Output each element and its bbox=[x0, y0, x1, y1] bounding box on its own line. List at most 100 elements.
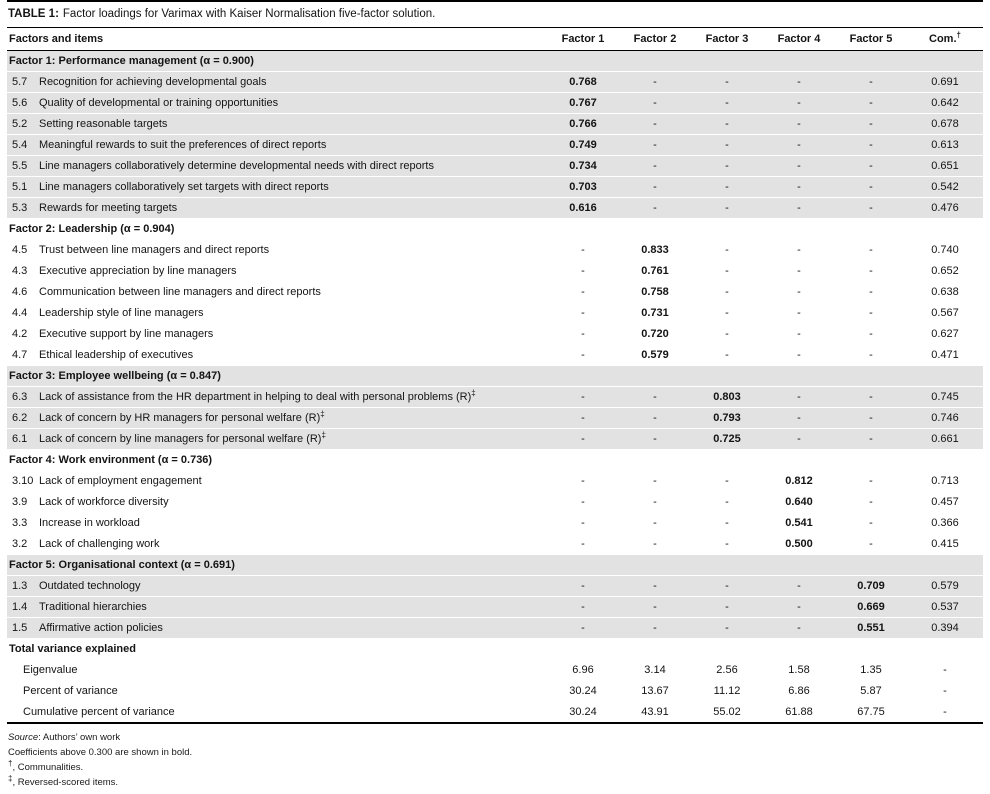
footnote: Coefficients above 0.300 are shown in bo… bbox=[8, 745, 983, 760]
value-cell: - bbox=[653, 160, 657, 172]
item-cell: 4.6 Communication between line managers a… bbox=[7, 282, 547, 303]
value-cell: - bbox=[797, 97, 801, 109]
value-cell: - bbox=[943, 685, 947, 697]
value-cell: 0.749 bbox=[569, 139, 597, 151]
superscript-marker: † bbox=[8, 758, 13, 768]
item-cell: 4.7 Ethical leadership of executives bbox=[7, 345, 547, 366]
item-number: 6.2 bbox=[12, 412, 28, 424]
footnotes: Source: Authors’ own work Coefficients ab… bbox=[7, 724, 983, 790]
variance-row: Percent of variance 30.24 13.67 11.12 6.86 5.… bbox=[7, 681, 983, 702]
item-cell: 5.2 Setting reasonable targets bbox=[7, 114, 547, 135]
item-number: 4.7 bbox=[12, 349, 28, 361]
item-cell: 1.4 Traditional hierarchies bbox=[7, 597, 547, 618]
item-number: 6.3 bbox=[12, 391, 28, 403]
item-cell: 5.6 Quality of developmental or training … bbox=[7, 93, 547, 114]
variance-label: Eigenvalue bbox=[23, 664, 78, 676]
item-row: 5.3 Rewards for meeting targets 0.616 - - - - 0… bbox=[7, 197, 983, 219]
footnote-text: , Reversed-scored items. bbox=[12, 777, 119, 788]
value-cell: - bbox=[869, 202, 873, 214]
value-cell: 6.86 bbox=[788, 685, 810, 697]
value-cell: - bbox=[869, 76, 873, 88]
value-cell: - bbox=[725, 76, 729, 88]
column-header: Factor 5 bbox=[835, 27, 907, 51]
value-cell: 0.691 bbox=[931, 76, 959, 88]
table-header: Factors and items Factor 1 Factor 2 Factor … bbox=[7, 27, 983, 51]
value-cell: 0.793 bbox=[713, 412, 741, 424]
column-header-label: Factor 3 bbox=[705, 33, 749, 45]
item-cell: 6.3 Lack of assistance from the HR depart… bbox=[7, 387, 547, 408]
value-cell: - bbox=[943, 706, 947, 718]
section-header-row: Factor 4: Work environment (α = 0.736) bbox=[7, 450, 983, 471]
superscript-marker: † bbox=[956, 30, 961, 40]
column-header-label: Factor 1 bbox=[561, 33, 605, 45]
value-cell: - bbox=[725, 244, 729, 256]
item-cell: 4.5 Trust between line managers and direc… bbox=[7, 240, 547, 261]
value-cell: - bbox=[581, 391, 585, 403]
value-cell: - bbox=[653, 475, 657, 487]
section-header-row: Factor 1: Performance management (α = 0.… bbox=[7, 50, 983, 72]
item-number: 5.6 bbox=[12, 97, 28, 109]
superscript-marker: ‡ bbox=[471, 388, 476, 398]
item-cell: 3.10 Lack of employment engagement bbox=[7, 471, 547, 492]
item-number: 5.3 bbox=[12, 202, 28, 214]
value-cell: - bbox=[581, 328, 585, 340]
item-number: 5.4 bbox=[12, 139, 28, 151]
value-cell: 0.669 bbox=[857, 601, 885, 613]
item-row: 5.4 Meaningful rewards to suit the prefer… bbox=[7, 134, 983, 156]
item-number: 5.2 bbox=[12, 118, 28, 130]
footnote: Source: Authors’ own work bbox=[8, 730, 983, 745]
column-header: Factors and items bbox=[7, 27, 547, 51]
item-label: Rewards for meeting targets bbox=[39, 202, 178, 214]
value-cell: - bbox=[869, 517, 873, 529]
value-cell: - bbox=[653, 202, 657, 214]
value-cell: 0.613 bbox=[931, 139, 959, 151]
value-cell: - bbox=[797, 139, 801, 151]
value-cell: - bbox=[581, 412, 585, 424]
column-header: Factor 4 bbox=[763, 27, 835, 51]
item-row: 3.2 Lack of challenging work - - - 0.500 - 0.41… bbox=[7, 534, 983, 555]
item-label: Affirmative action policies bbox=[39, 622, 163, 634]
value-cell: 0.579 bbox=[641, 349, 669, 361]
table-title-text: Factor loadings for Varimax with Kaiser … bbox=[62, 8, 436, 20]
value-cell: - bbox=[653, 412, 657, 424]
value-cell: 0.761 bbox=[641, 265, 669, 277]
section-header: Factor 3: Employee wellbeing (α = 0.847) bbox=[9, 370, 221, 382]
value-cell: - bbox=[869, 475, 873, 487]
item-row: 4.5 Trust between line managers and direc… bbox=[7, 240, 983, 261]
item-label: Lack of employment engagement bbox=[39, 475, 202, 487]
footnote-source-label: Source bbox=[8, 732, 39, 743]
value-cell: - bbox=[653, 601, 657, 613]
value-cell: - bbox=[797, 622, 801, 634]
item-number: 5.1 bbox=[12, 181, 28, 193]
item-label: Lack of challenging work bbox=[39, 538, 160, 550]
value-cell: - bbox=[797, 244, 801, 256]
value-cell: 0.803 bbox=[713, 391, 741, 403]
value-cell: - bbox=[581, 265, 585, 277]
item-row: 4.4 Leadership style of line managers - 0.7… bbox=[7, 303, 983, 324]
value-cell: - bbox=[797, 307, 801, 319]
value-cell: - bbox=[869, 97, 873, 109]
value-cell: - bbox=[797, 601, 801, 613]
value-cell: - bbox=[581, 496, 585, 508]
item-label: Recognition for achieving developmental … bbox=[39, 76, 267, 88]
value-cell: 30.24 bbox=[569, 685, 597, 697]
value-cell: - bbox=[725, 118, 729, 130]
value-cell: 0.542 bbox=[931, 181, 959, 193]
value-cell: - bbox=[943, 664, 947, 676]
value-cell: 0.709 bbox=[857, 580, 885, 592]
variance-label: Cumulative percent of variance bbox=[23, 706, 175, 718]
value-cell: - bbox=[581, 307, 585, 319]
value-cell: 0.642 bbox=[931, 97, 959, 109]
section-header: Factor 4: Work environment (α = 0.736) bbox=[9, 454, 213, 466]
value-cell: - bbox=[581, 517, 585, 529]
item-label: Traditional hierarchies bbox=[39, 601, 147, 613]
value-cell: - bbox=[869, 349, 873, 361]
value-cell: - bbox=[725, 475, 729, 487]
section-header-row: Factor 2: Leadership (α = 0.904) bbox=[7, 219, 983, 240]
value-cell: - bbox=[797, 349, 801, 361]
item-row: 5.5 Line managers collaboratively determi… bbox=[7, 155, 983, 177]
value-cell: - bbox=[725, 181, 729, 193]
value-cell: - bbox=[581, 622, 585, 634]
value-cell: 13.67 bbox=[641, 685, 669, 697]
value-cell: - bbox=[797, 286, 801, 298]
